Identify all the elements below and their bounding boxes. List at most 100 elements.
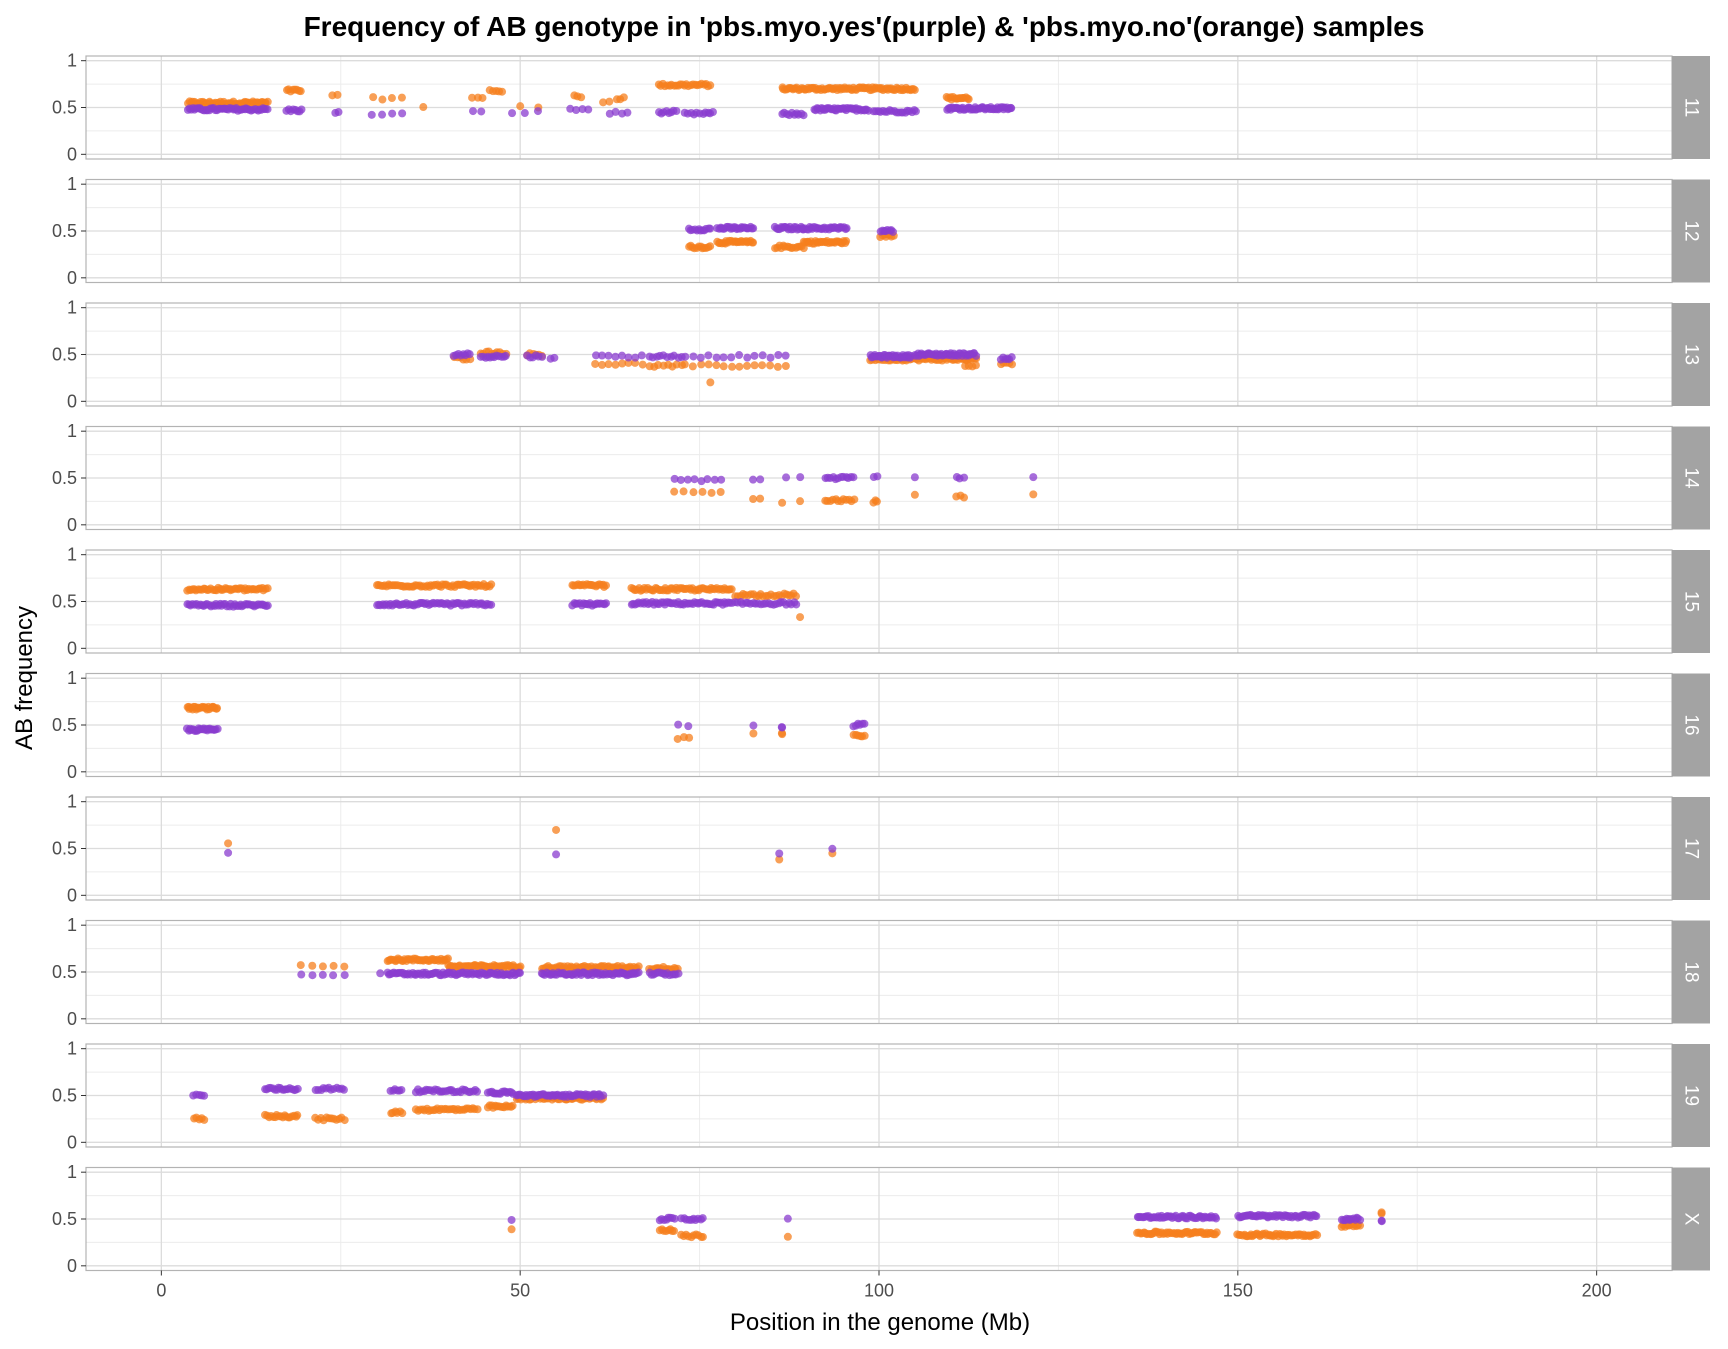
data-point-purple — [599, 1091, 608, 1100]
data-point-orange — [758, 361, 767, 370]
data-point-purple — [910, 473, 919, 482]
data-point-purple — [501, 351, 510, 360]
purple-points — [507, 1210, 1386, 1226]
data-point-purple — [749, 475, 758, 484]
data-point-orange — [775, 855, 784, 864]
data-point-orange — [689, 488, 698, 497]
data-point-orange — [224, 839, 233, 848]
data-point-purple — [623, 108, 632, 117]
purple-points — [183, 103, 1016, 120]
facet-strip — [1672, 1167, 1710, 1271]
facet-strip — [1672, 426, 1710, 530]
data-point-purple — [611, 352, 620, 361]
data-point-orange — [756, 494, 765, 503]
data-point-orange — [200, 1115, 209, 1124]
data-point-purple — [758, 351, 767, 360]
data-point-purple — [340, 971, 349, 980]
data-point-orange — [619, 93, 628, 102]
data-point-purple — [750, 351, 759, 360]
facet-strip — [1672, 1044, 1710, 1147]
facet-strip-label: 16 — [1681, 714, 1702, 735]
data-point-orange — [716, 488, 725, 497]
data-point-purple — [735, 351, 744, 360]
data-point-orange — [552, 825, 561, 834]
data-point-purple — [538, 352, 547, 361]
data-point-purple — [339, 1085, 348, 1094]
purple-points — [449, 349, 1016, 364]
data-point-purple — [706, 224, 715, 233]
data-point-purple — [672, 106, 681, 115]
facet-strip — [1672, 797, 1710, 900]
data-point-purple — [766, 353, 775, 362]
y-tick-label: 0.5 — [52, 962, 77, 982]
data-point-orange — [749, 238, 758, 247]
purple-points — [182, 719, 869, 735]
data-point-purple — [781, 351, 790, 360]
data-point-orange — [971, 361, 980, 370]
facet-panel-16: 0 0.5 1 16 — [52, 668, 1710, 782]
data-point-orange — [1356, 1221, 1365, 1230]
y-tick-label: 0.5 — [52, 1086, 77, 1106]
y-tick-label: 1 — [67, 545, 77, 565]
facet-strip — [1672, 550, 1710, 653]
y-tick-label: 0 — [67, 268, 77, 288]
data-point-orange — [577, 93, 586, 102]
data-point-purple — [796, 473, 805, 482]
data-point-orange — [743, 361, 752, 370]
data-point-purple — [334, 108, 343, 117]
data-point-orange — [698, 1232, 707, 1241]
data-point-purple — [592, 351, 601, 360]
data-point-orange — [778, 498, 787, 507]
data-point-orange — [910, 85, 919, 94]
data-point-purple — [911, 107, 920, 116]
data-point-orange — [318, 962, 327, 971]
data-point-purple — [842, 224, 851, 233]
data-point-purple — [756, 475, 765, 484]
data-point-orange — [398, 1109, 407, 1118]
data-point-orange — [296, 87, 305, 96]
data-point-purple — [782, 473, 791, 482]
data-point-purple — [873, 472, 882, 481]
data-point-orange — [638, 360, 647, 369]
y-tick-label: 0 — [67, 885, 77, 905]
data-point-orange — [872, 497, 881, 506]
data-point-purple — [378, 110, 387, 119]
data-point-purple — [792, 600, 801, 609]
data-point-orange — [387, 94, 396, 103]
data-point-purple — [473, 1087, 482, 1096]
data-point-purple — [783, 1214, 792, 1223]
data-point-purple — [775, 849, 784, 858]
data-point-purple — [597, 351, 606, 360]
data-point-orange — [781, 362, 790, 371]
facet-strip-label: X — [1681, 1213, 1702, 1226]
data-point-orange — [750, 361, 759, 370]
data-point-orange — [508, 1101, 517, 1110]
data-point-orange — [507, 1225, 516, 1234]
data-point-orange — [604, 360, 613, 369]
y-tick-label: 0.5 — [52, 839, 77, 859]
data-point-orange — [213, 704, 222, 713]
data-point-orange — [419, 103, 428, 112]
data-point-orange — [704, 360, 713, 369]
data-point-orange — [369, 93, 378, 102]
data-point-purple — [717, 475, 726, 484]
data-point-orange — [679, 487, 688, 496]
data-point-orange — [487, 580, 496, 589]
data-point-orange — [598, 360, 607, 369]
data-point-purple — [263, 105, 272, 114]
data-point-orange — [473, 1105, 482, 1114]
data-point-orange — [796, 497, 805, 506]
data-point-purple — [604, 351, 613, 360]
data-point-purple — [849, 473, 858, 482]
data-point-purple — [670, 1214, 679, 1223]
y-tick-label: 1 — [67, 298, 77, 318]
data-point-orange — [516, 962, 525, 971]
data-point-purple — [602, 599, 611, 608]
data-point-purple — [397, 1085, 406, 1094]
facet-strip-label: 11 — [1681, 98, 1702, 118]
data-point-purple — [507, 1215, 516, 1224]
data-point-purple — [960, 473, 969, 482]
orange-points — [507, 1208, 1386, 1242]
data-point-purple — [465, 350, 474, 359]
